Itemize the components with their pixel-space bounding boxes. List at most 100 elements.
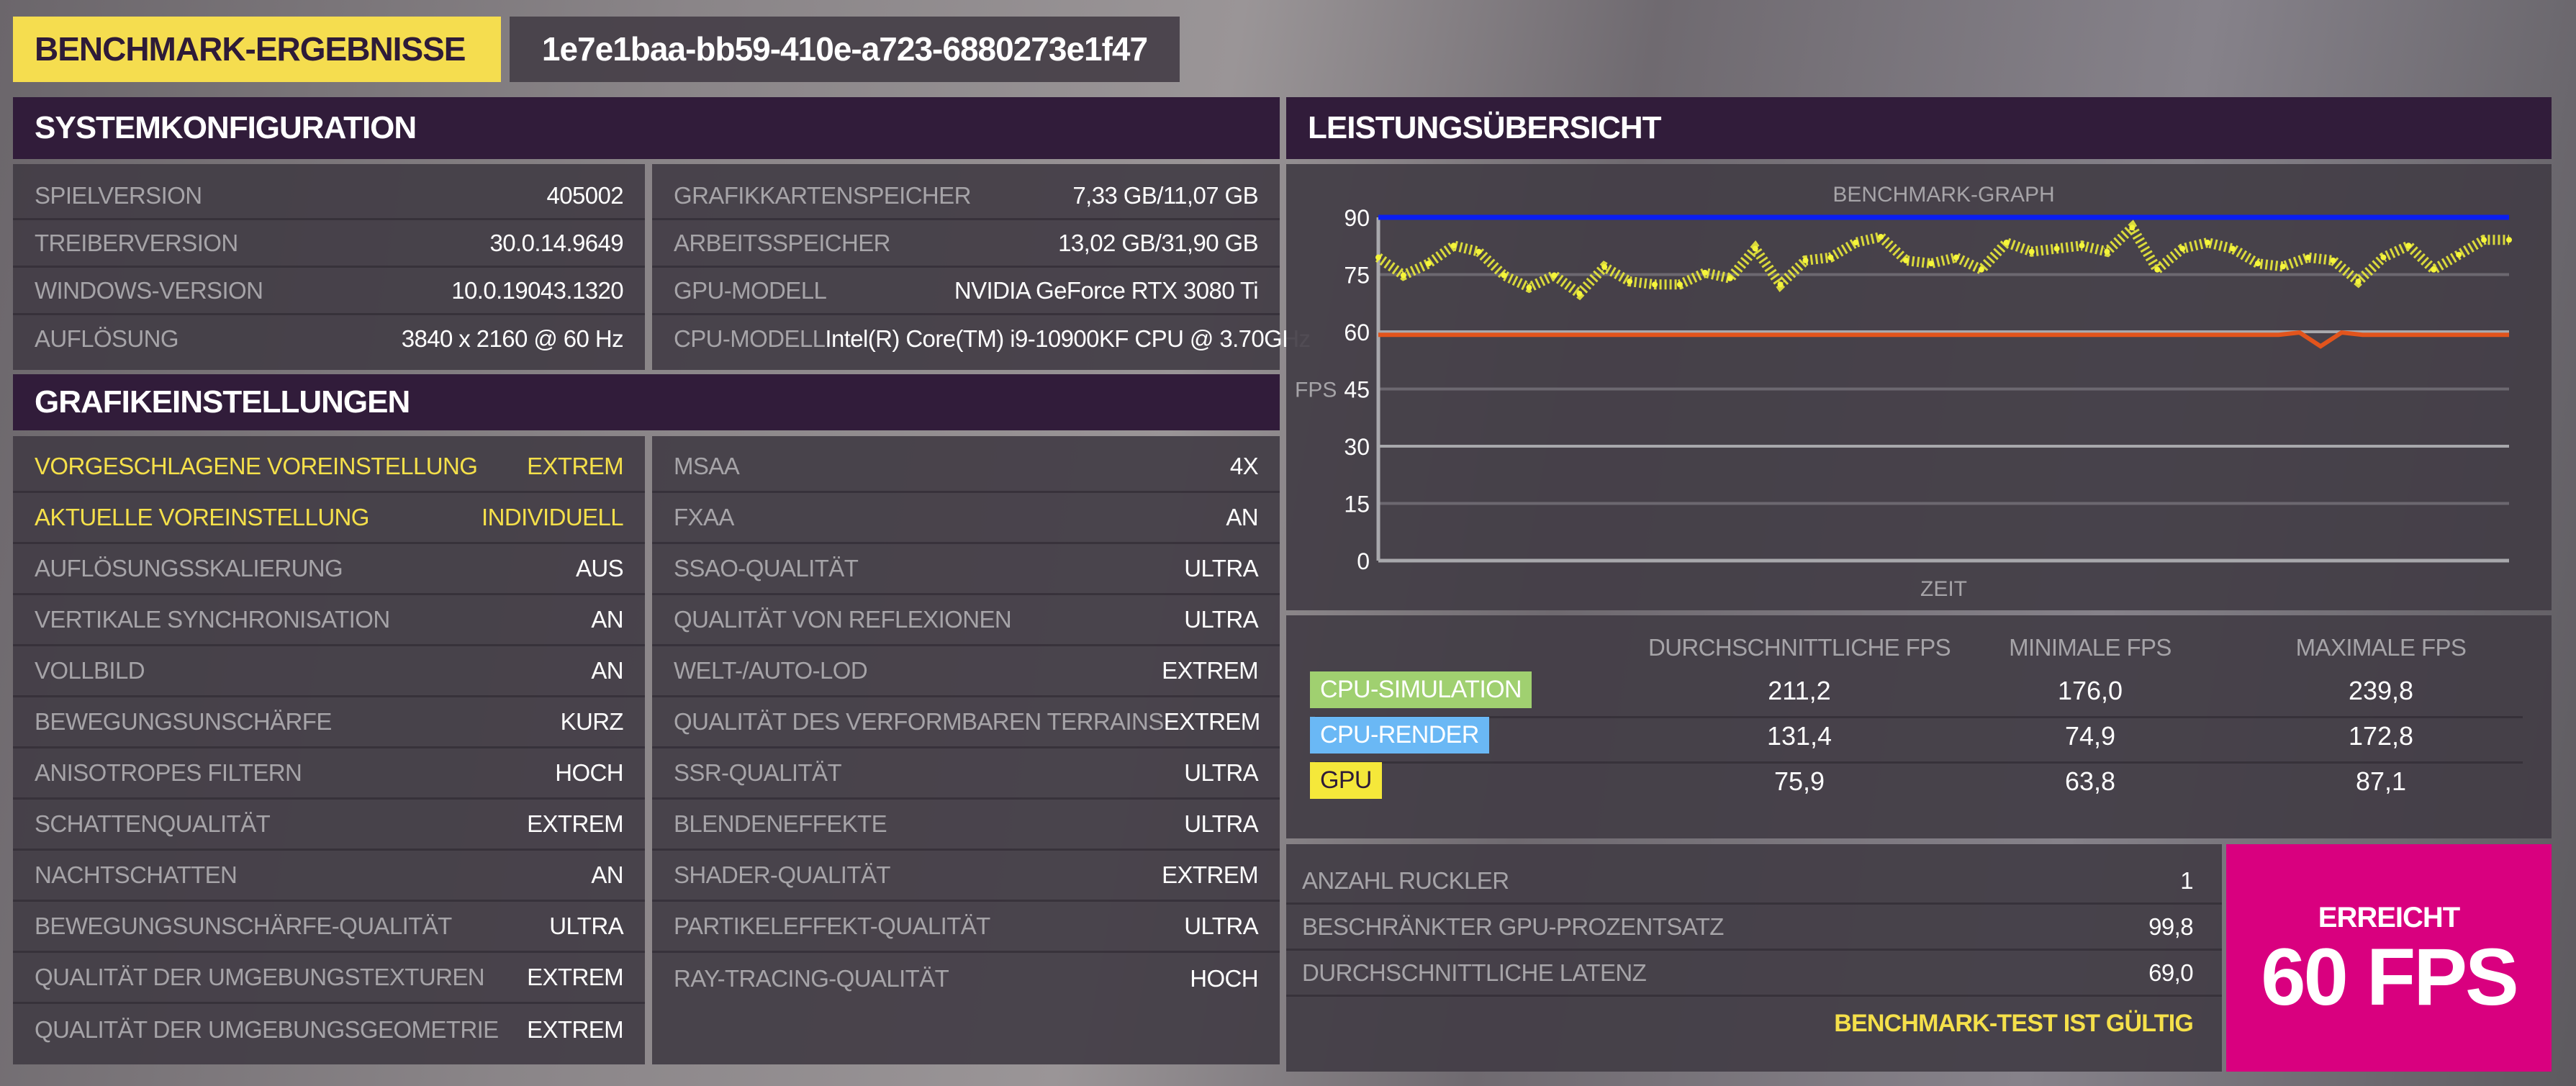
row-label: AKTUELLE VOREINSTELLUNG <box>35 504 369 530</box>
row-value: ULTRA <box>1184 606 1258 633</box>
stats-row-label: GPU <box>1310 762 1382 799</box>
y-tick-label: 75 <box>1344 263 1370 289</box>
stats-value: 75,9 <box>1773 766 1825 796</box>
data-point <box>1526 284 1532 291</box>
row-label: QUALITÄT DES VERFORMBAREN TERRAINS <box>674 708 1164 735</box>
row-value: 69,0 <box>2148 959 2193 986</box>
system-config-left-panel: SPIELVERSION 405002 TREIBERVERSION 30.0.14.… <box>13 164 645 370</box>
system-config-right-panel: GRAFIKKARTENSPEICHER 7,33 GB/11,07 GB ARBE… <box>652 164 1311 370</box>
row-label: DURCHSCHNITTLICHE LATENZ <box>1302 959 1647 986</box>
stats-column-header: MINIMALE FPS <box>2009 634 2171 661</box>
data-point <box>2229 245 2236 252</box>
data-point <box>2330 257 2336 263</box>
settings-row: ARBEITSSPEICHER 13,02 GB/31,90 GB <box>652 220 1280 268</box>
y-tick-label: 60 <box>1344 320 1370 345</box>
stats-value: 239,8 <box>2348 676 2414 705</box>
stats-value: 63,8 <box>2064 766 2116 796</box>
stats-value: 176,0 <box>2057 676 2123 705</box>
y-tick-label: 15 <box>1344 492 1370 517</box>
data-point <box>1676 281 1683 288</box>
data-point <box>2053 245 2060 252</box>
row-label: GRAFIKKARTENSPEICHER <box>674 181 971 209</box>
settings-row: MSAA 4X <box>652 442 1280 493</box>
x-axis-label: ZEIT <box>1920 577 1967 601</box>
data-point <box>1878 234 1884 240</box>
settings-row: BEWEGUNGSUNSCHÄRFE KURZ <box>13 697 645 748</box>
row-label: RAY-TRACING-QUALITÄT <box>674 964 949 992</box>
row-label: ANISOTROPES FILTERN <box>35 759 302 786</box>
data-point <box>1903 257 1910 263</box>
data-point <box>2506 237 2512 243</box>
settings-row: WELT-/AUTO-LOD EXTREM <box>652 646 1280 697</box>
row-label: VERTIKALE SYNCHRONISATION <box>35 606 390 633</box>
data-point <box>1853 239 1859 245</box>
row-value: ULTRA <box>1184 759 1258 786</box>
row-value: ULTRA <box>549 913 623 939</box>
benchmark-graph-panel: BENCHMARK-GRAPH ZEIT FPS 0 15 30 45 60 75 90 <box>1286 164 2552 610</box>
row-value: AN <box>591 861 623 888</box>
settings-row: ANISOTROPES FILTERN HOCH <box>13 748 645 800</box>
settings-row: TREIBERVERSION 30.0.14.9649 <box>13 220 645 268</box>
row-value: ULTRA <box>1184 555 1258 582</box>
data-point <box>1400 272 1406 279</box>
data-point <box>1752 245 1758 252</box>
settings-row: PARTIKELEFFEKT-QUALITÄT ULTRA <box>652 902 1280 953</box>
row-value: EXTREM <box>527 964 624 990</box>
benchmark-details-panel: BENCHMARK-TEST IST GÜLTIG ANZAHL RUCKLER… <box>1286 844 2222 1072</box>
settings-row: GRAFIKKARTENSPEICHER 7,33 GB/11,07 GB <box>652 173 1280 220</box>
data-point <box>2003 239 2010 245</box>
data-point <box>2254 261 2261 267</box>
settings-row: QUALITÄT DES VERFORMBAREN TERRAINS EXTREM <box>652 697 1280 748</box>
row-value: AN <box>591 606 623 633</box>
row-value: AUS <box>575 555 624 582</box>
settings-row: GPU-MODELL NVIDIA GeForce RTX 3080 Ti <box>652 268 1280 315</box>
settings-row: SHADER-QUALITÄT EXTREM <box>652 851 1280 902</box>
row-label: QUALITÄT VON REFLEXIONEN <box>674 606 1012 633</box>
row-label: BESCHRÄNKTER GPU-PROZENTSATZ <box>1302 913 1724 940</box>
data-point <box>1627 279 1633 285</box>
data-point <box>2154 266 2161 273</box>
data-point <box>1827 254 1834 261</box>
data-point <box>1601 263 1608 270</box>
row-value: 3840 x 2160 @ 60 Hz <box>401 325 624 352</box>
data-point <box>1978 266 1984 273</box>
row-value: EXTREM <box>1162 861 1259 888</box>
benchmark-run-id: 1e7e1baa-bb59-410e-a723-6880273e1f47 <box>510 17 1180 82</box>
stats-row-label: CPU-SIMULATION <box>1310 671 1532 708</box>
row-label: QUALITÄT DER UMGEBUNGSGEOMETRIE <box>35 1015 499 1043</box>
data-point <box>1501 272 1507 279</box>
settings-row: QUALITÄT DER UMGEBUNGSGEOMETRIE EXTREM <box>13 1004 645 1055</box>
settings-row: VOLLBILD AN <box>13 646 645 697</box>
row-label: BEWEGUNGSUNSCHÄRFE-QUALITÄT <box>35 913 452 939</box>
performance-overview-header: LEISTUNGSÜBERSICHT <box>1286 97 2552 159</box>
settings-row: SSR-QUALITÄT ULTRA <box>652 748 1280 800</box>
divider <box>1315 716 2523 718</box>
data-point <box>2456 251 2462 258</box>
row-value: EXTREM <box>527 453 624 479</box>
row-label: WELT-/AUTO-LOD <box>674 657 868 684</box>
row-label: FXAA <box>674 504 734 530</box>
data-point <box>2279 263 2286 270</box>
stats-value: 211,2 <box>1768 676 1831 705</box>
stats-value: 74,9 <box>2064 721 2116 751</box>
data-point <box>2405 243 2412 249</box>
settings-row: QUALITÄT VON REFLEXIONEN ULTRA <box>652 595 1280 646</box>
data-point <box>1551 272 1558 279</box>
graphics-settings-right-panel: MSAA 4X FXAA AN SSAO-QUALITÄT ULTRA QUALITÄT V… <box>652 436 1280 1064</box>
row-label: AUFLÖSUNG <box>35 325 179 352</box>
row-label: VORGESCHLAGENE VOREINSTELLUNG <box>35 453 478 479</box>
settings-row: QUALITÄT DER UMGEBUNGSTEXTUREN EXTREM <box>13 953 645 1004</box>
row-value: ULTRA <box>1184 913 1258 939</box>
row-label: VOLLBILD <box>35 657 145 684</box>
graphics-settings-left-panel: VORGESCHLAGENE VOREINSTELLUNG EXTREM AKTUE… <box>13 436 645 1064</box>
benchmark-detail-row: ANZAHL RUCKLER 1 <box>1286 859 2222 905</box>
settings-row: SPIELVERSION 405002 <box>13 173 645 220</box>
data-point <box>1928 261 1935 267</box>
y-tick-label: 90 <box>1344 205 1370 231</box>
series-dots-trace <box>1375 220 2509 301</box>
data-point <box>2355 279 2362 285</box>
row-label: SCHATTENQUALITÄT <box>35 810 271 837</box>
settings-row: RAY-TRACING-QUALITÄT HOCH <box>652 953 1280 1004</box>
fps-stats-panel: DURCHSCHNITTLICHE FPS MINIMALE FPS MAXIMAL… <box>1286 615 2552 838</box>
achieved-label: ERREICHT <box>2318 902 2460 933</box>
